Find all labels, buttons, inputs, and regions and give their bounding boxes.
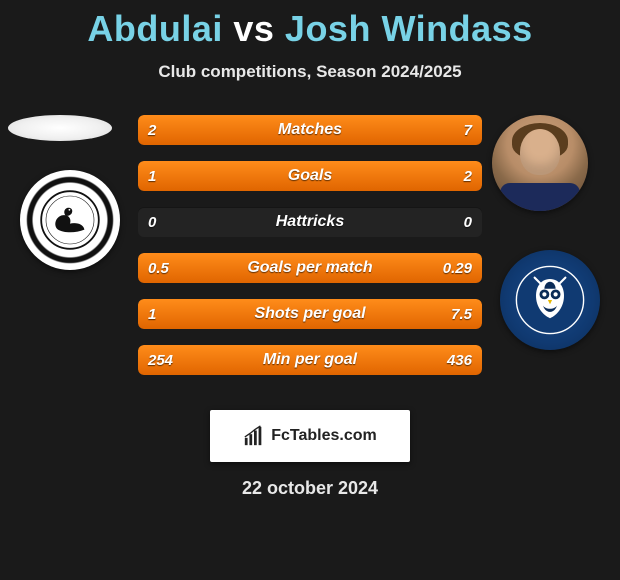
stat-label: Goals <box>138 161 482 191</box>
stat-row: Matches2 7 <box>138 115 482 145</box>
stat-label: Shots per goal <box>138 299 482 329</box>
stat-value-right: 2 <box>464 161 472 191</box>
comparison-stage: Matches27Goals12Hattricks00Goals per mat… <box>0 110 620 390</box>
title-player2: Josh Windass <box>285 8 533 49</box>
stat-label: Min per goal <box>138 345 482 375</box>
footer-brand-text: FcTables.com <box>271 427 377 445</box>
footer-brand-card[interactable]: FcTables.com <box>210 410 410 462</box>
stat-row: Goals per match0.5 0.29 <box>138 253 482 283</box>
stat-value-left: 0.5 <box>148 253 169 283</box>
stat-row: Shots per goal1 7.5 <box>138 299 482 329</box>
title-player1: Abdulai <box>87 8 223 49</box>
stat-bars: Matches27Goals12Hattricks00Goals per mat… <box>138 115 482 391</box>
stat-row: Min per goal254 436 <box>138 345 482 375</box>
stat-value-left: 1 <box>148 161 156 191</box>
stat-label: Matches <box>138 115 482 145</box>
title-vs: vs <box>233 8 274 49</box>
right-column <box>490 110 620 390</box>
swan-icon <box>40 190 100 250</box>
stat-row: Hattricks0 0 <box>138 207 482 237</box>
player1-avatar-placeholder <box>8 115 112 141</box>
stat-value-right: 0.29 <box>443 253 472 283</box>
stat-value-left: 0 <box>148 207 156 237</box>
stat-value-left: 254 <box>148 345 173 375</box>
stat-value-right: 7.5 <box>451 299 472 329</box>
swansea-crest-icon <box>20 170 120 270</box>
left-column <box>0 110 130 390</box>
stat-value-right: 7 <box>464 115 472 145</box>
subtitle: Club competitions, Season 2024/2025 <box>0 62 620 82</box>
stat-value-left: 2 <box>148 115 156 145</box>
sheffield-wednesday-crest-icon <box>500 250 600 350</box>
stat-value-right: 436 <box>447 345 472 375</box>
stat-value-right: 0 <box>464 207 472 237</box>
owl-icon <box>515 265 585 335</box>
stat-row: Goals1 2 <box>138 161 482 191</box>
player2-avatar <box>492 115 588 211</box>
footer-date: 22 october 2024 <box>0 478 620 499</box>
page-title: Abdulai vs Josh Windass <box>0 0 620 50</box>
stat-label: Hattricks <box>138 207 482 237</box>
stat-label: Goals per match <box>138 253 482 283</box>
stat-value-left: 1 <box>148 299 156 329</box>
fctables-logo-icon <box>243 425 265 447</box>
